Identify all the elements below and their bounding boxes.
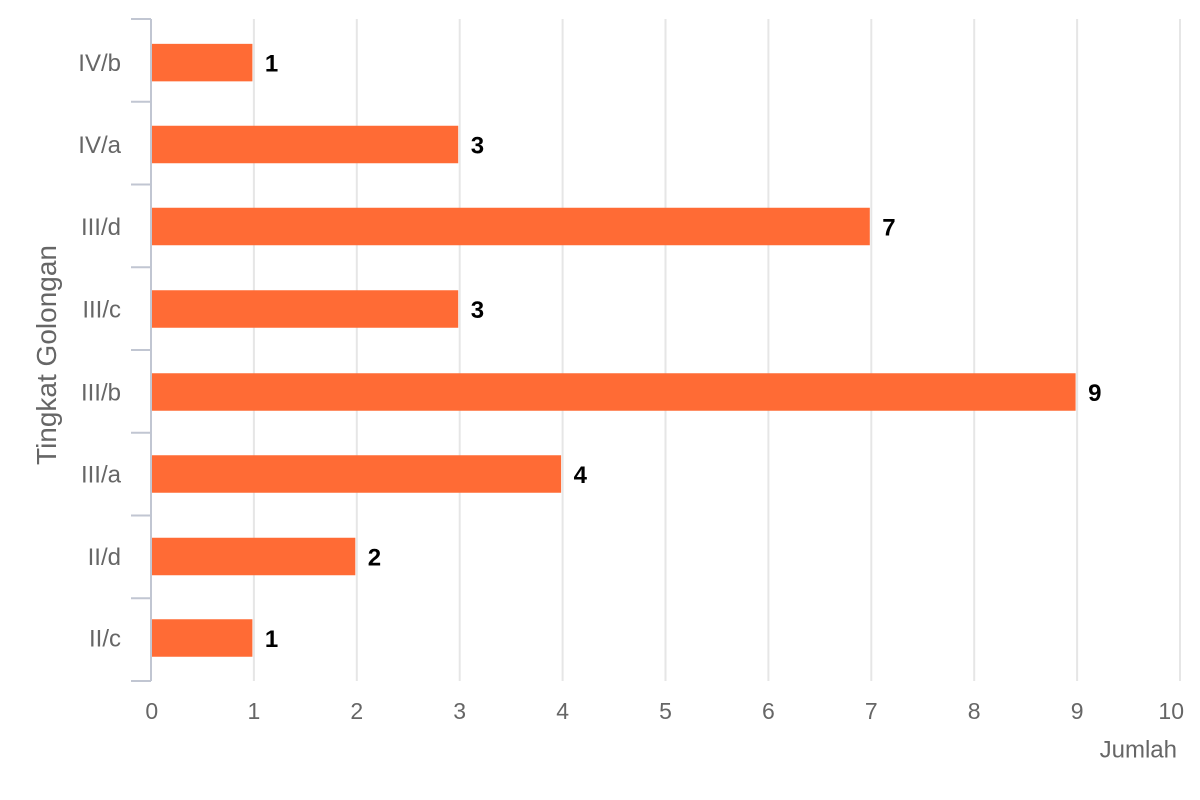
svg-text:IV/a: IV/a — [78, 132, 121, 159]
svg-text:IV/b: IV/b — [78, 50, 121, 77]
svg-text:5: 5 — [659, 698, 672, 724]
svg-text:0: 0 — [145, 698, 158, 724]
svg-text:Jumlah: Jumlah — [1100, 737, 1177, 764]
svg-text:1: 1 — [248, 698, 261, 724]
svg-text:6: 6 — [762, 698, 775, 724]
svg-text:III/c: III/c — [82, 297, 121, 324]
svg-text:9: 9 — [1071, 698, 1084, 724]
svg-text:4: 4 — [574, 462, 588, 489]
svg-text:III/a: III/a — [81, 462, 122, 489]
svg-text:4: 4 — [556, 698, 569, 724]
svg-text:2: 2 — [368, 545, 381, 572]
svg-text:9: 9 — [1088, 380, 1101, 407]
svg-text:II/d: II/d — [88, 544, 121, 571]
svg-text:2: 2 — [350, 698, 363, 724]
svg-text:8: 8 — [968, 698, 981, 724]
svg-text:3: 3 — [471, 297, 484, 324]
svg-text:II/c: II/c — [89, 626, 121, 653]
svg-text:3: 3 — [453, 698, 466, 724]
svg-text:7: 7 — [865, 698, 878, 724]
svg-text:Tingkat Golongan: Tingkat Golongan — [31, 245, 62, 465]
svg-text:1: 1 — [265, 51, 278, 78]
svg-text:III/b: III/b — [81, 380, 121, 407]
svg-text:III/d: III/d — [81, 214, 121, 241]
svg-text:3: 3 — [471, 133, 484, 160]
svg-text:1: 1 — [265, 626, 278, 653]
svg-text:7: 7 — [882, 215, 895, 242]
svg-text:10: 10 — [1158, 698, 1184, 724]
